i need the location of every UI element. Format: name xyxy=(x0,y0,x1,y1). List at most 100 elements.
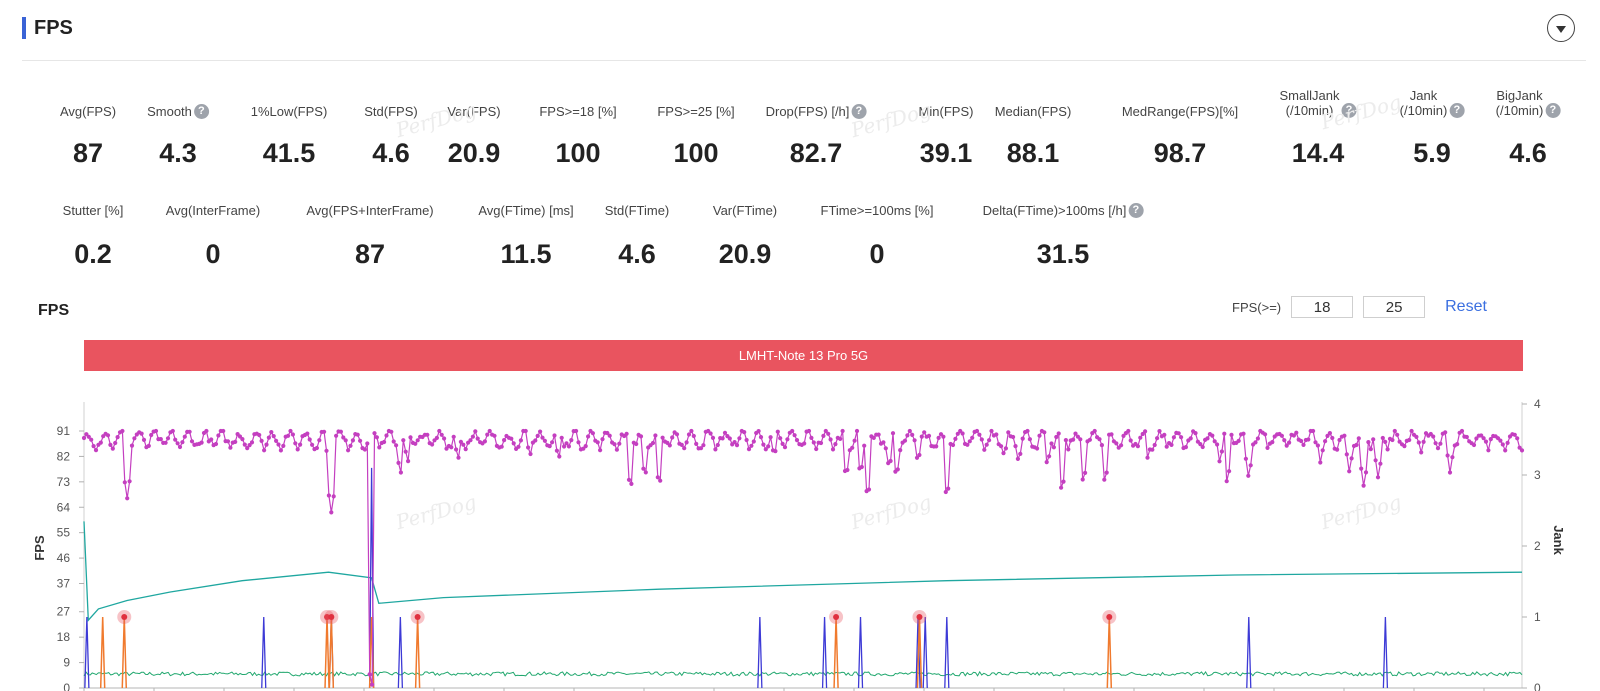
fps-point xyxy=(1135,444,1140,449)
fps-point xyxy=(744,437,749,443)
metric-label-text: Avg(FPS) xyxy=(59,104,117,119)
fps-point xyxy=(209,437,214,442)
bigjank-spike xyxy=(324,616,330,689)
metric-label-text: Var(FPS) xyxy=(447,104,501,119)
fps-point xyxy=(782,445,788,450)
fps-point xyxy=(1217,459,1222,464)
fps-point xyxy=(444,446,449,451)
fps-point xyxy=(1049,441,1054,446)
metric-value: 88.1 xyxy=(1006,138,1060,168)
fps-point xyxy=(710,435,716,440)
fps-point xyxy=(225,439,231,444)
metric-r1-0: Avg(FPS) 87 xyxy=(59,104,117,168)
help-icon[interactable]: ? xyxy=(1449,103,1465,118)
fps-point xyxy=(876,432,881,437)
fps-point xyxy=(1051,445,1056,450)
fps-point xyxy=(600,437,605,442)
jank-spike xyxy=(944,616,950,689)
fps-point xyxy=(528,451,533,457)
y-tick-label: 18 xyxy=(57,630,71,644)
fps-point xyxy=(1114,441,1119,446)
fps-point xyxy=(994,432,999,437)
fps-point xyxy=(907,428,912,434)
fps-point xyxy=(845,467,850,473)
fps-point xyxy=(1162,432,1167,437)
fps-point xyxy=(1481,436,1486,441)
fps-point xyxy=(862,443,867,448)
help-icon[interactable]: ? xyxy=(193,104,209,119)
fps-point xyxy=(281,443,286,448)
metric-value: 14.4 xyxy=(1291,138,1345,168)
fps-point xyxy=(331,494,336,499)
y-tick-label: 82 xyxy=(57,449,71,463)
fps-point xyxy=(259,438,264,443)
y-tick-label: 91 xyxy=(57,424,71,438)
fps-point xyxy=(1018,451,1023,456)
fps-point xyxy=(535,433,540,438)
fps-point xyxy=(298,442,303,447)
fps-point xyxy=(626,477,632,482)
chevron-down-icon xyxy=(1556,25,1566,33)
fps-point xyxy=(305,431,310,436)
fps-point xyxy=(1284,443,1289,448)
fps-point xyxy=(1421,439,1426,444)
fps-point xyxy=(1279,433,1284,438)
help-icon[interactable]: ? xyxy=(1545,103,1561,118)
fps-point xyxy=(1119,443,1124,448)
fps-point xyxy=(612,442,617,447)
fps-point xyxy=(720,436,725,441)
metric-label: FPS>=18 [%] xyxy=(539,104,616,119)
bigjank-spike xyxy=(1106,616,1113,689)
fps-point xyxy=(888,458,893,464)
help-icon[interactable]: ? xyxy=(851,104,867,119)
fps-point xyxy=(398,470,403,475)
fps-point xyxy=(125,496,130,501)
fps-point xyxy=(1342,433,1347,438)
metric-label: Median(FPS) xyxy=(995,104,1072,119)
fps-point xyxy=(960,431,965,436)
threshold-2-input[interactable] xyxy=(1363,296,1426,318)
metric-r1-3: Std(FPS) 4.6 xyxy=(364,104,417,168)
fps-point xyxy=(1212,439,1217,444)
fps-point xyxy=(1042,430,1047,435)
fps-point xyxy=(653,433,658,438)
fps-point xyxy=(984,442,989,447)
fps-point xyxy=(686,432,692,437)
metric-label-text: MedRange(FPS)[%] xyxy=(1121,104,1239,119)
fps-point xyxy=(1294,430,1299,435)
fps-point xyxy=(970,435,975,440)
fps-point xyxy=(346,448,351,453)
fps-point xyxy=(564,441,569,446)
threshold-1-input[interactable] xyxy=(1291,296,1354,318)
metric-label: Std(FPS) xyxy=(364,104,417,119)
fps-point xyxy=(866,487,872,492)
y-tick-label: 46 xyxy=(57,551,71,565)
fps-point xyxy=(1361,483,1366,488)
fps-point xyxy=(1464,434,1469,440)
fps-point xyxy=(1337,437,1342,443)
device-legend-bar[interactable]: LMHT-Note 13 Pro 5G xyxy=(84,340,1523,371)
bigjank-marker xyxy=(833,614,840,620)
fps-point xyxy=(129,443,135,448)
fps-point xyxy=(163,440,168,445)
help-icon[interactable]: ? xyxy=(1128,203,1144,218)
fps-point xyxy=(1349,456,1354,461)
fps-point xyxy=(175,441,180,446)
metric-label-text: Var(FTime) xyxy=(712,203,778,218)
collapse-button[interactable] xyxy=(1547,14,1575,42)
fps-point xyxy=(1368,447,1373,452)
fps-point xyxy=(1071,437,1076,442)
fps-point xyxy=(266,435,271,440)
metric-label: Min(FPS) xyxy=(919,104,974,119)
fps-point xyxy=(1104,470,1109,475)
fps-point xyxy=(974,428,980,434)
fps-point xyxy=(468,438,473,443)
fps-point xyxy=(792,433,797,438)
fps-point xyxy=(914,455,920,460)
metric-value: 100 xyxy=(673,138,719,168)
help-icon[interactable]: ? xyxy=(1341,103,1357,118)
fps-point xyxy=(458,439,463,444)
fps-point xyxy=(350,438,355,443)
reset-link[interactable]: Reset xyxy=(1445,298,1487,315)
